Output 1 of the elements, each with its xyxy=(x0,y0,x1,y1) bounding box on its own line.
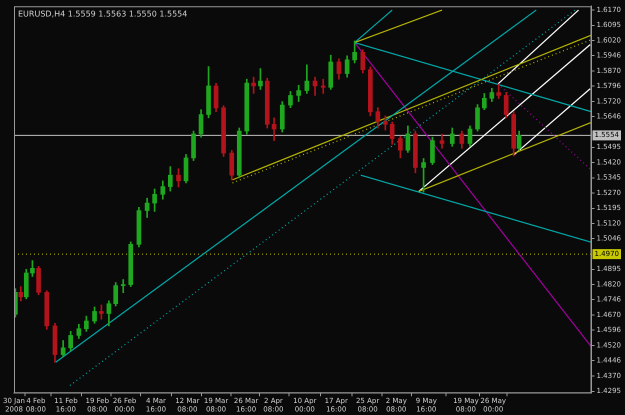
chart-title: EURUSD,H4 1.5559 1.5563 1.5550 1.5554 xyxy=(18,9,188,18)
